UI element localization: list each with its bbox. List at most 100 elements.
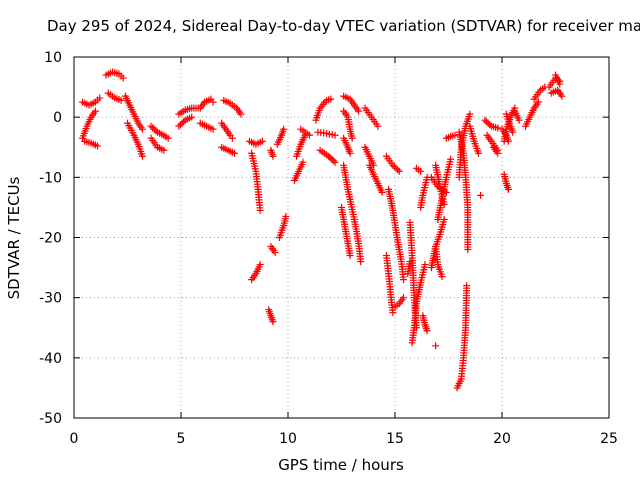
data-point	[556, 80, 564, 88]
data-point	[96, 94, 104, 102]
data-point	[228, 134, 236, 142]
y-tick-label: 0	[53, 110, 62, 126]
data-point	[328, 155, 336, 163]
data-point	[515, 116, 523, 124]
data-point	[374, 122, 382, 130]
data-point	[494, 146, 502, 154]
x-tick-label: 25	[600, 431, 618, 447]
x-tick-label: 15	[386, 431, 404, 447]
data-point	[152, 127, 160, 135]
y-tick-label: -30	[39, 291, 62, 307]
data-point	[331, 131, 339, 139]
data-point	[509, 128, 517, 136]
data-point	[138, 152, 146, 160]
data-point	[484, 119, 492, 127]
data-point	[494, 124, 502, 132]
data-point	[417, 167, 425, 175]
data-point	[389, 309, 397, 317]
data-points	[79, 68, 566, 392]
x-tick-label: 0	[70, 431, 79, 447]
data-point	[269, 152, 277, 160]
data-point	[164, 134, 172, 142]
data-point	[346, 252, 354, 260]
data-point	[149, 124, 157, 132]
data-point	[438, 273, 446, 281]
y-axis-label: SDTVAR / TECUs	[5, 176, 23, 299]
data-point	[421, 261, 429, 269]
y-tick-labels: 10 0 -10 -20 -30 -40 -50	[39, 50, 62, 427]
data-point	[558, 92, 566, 100]
y-tick-label: -50	[39, 411, 62, 427]
data-point	[464, 246, 472, 254]
data-point	[305, 131, 313, 139]
data-point	[271, 249, 279, 257]
x-axis-label: GPS time / hours	[278, 456, 404, 474]
x-tick-label: 5	[177, 431, 186, 447]
data-point	[209, 125, 217, 133]
data-point	[477, 191, 485, 199]
x-tick-label: 10	[279, 431, 297, 447]
data-point	[440, 215, 448, 223]
data-point	[188, 113, 196, 121]
y-tick-label: -10	[39, 170, 62, 186]
data-point	[178, 119, 186, 127]
data-point	[389, 161, 397, 169]
data-point	[138, 125, 146, 133]
data-point	[463, 282, 471, 290]
data-point	[209, 98, 217, 106]
data-point	[466, 110, 474, 118]
data-point	[117, 96, 125, 104]
data-point	[423, 327, 431, 335]
data-point	[504, 185, 512, 193]
data-point	[280, 125, 288, 133]
data-point	[355, 107, 363, 115]
y-tick-label: -20	[39, 231, 62, 247]
x-tick-labels: 0 5 10 15 20 25	[70, 431, 618, 447]
data-point	[390, 163, 398, 171]
data-point	[91, 107, 99, 115]
data-point	[400, 276, 408, 284]
data-point	[346, 149, 354, 157]
data-point	[237, 110, 245, 118]
data-point	[331, 158, 339, 166]
data-point	[327, 95, 335, 103]
data-point	[432, 342, 440, 350]
data-point	[482, 118, 490, 126]
y-tick-label: 10	[44, 50, 62, 66]
data-point	[447, 155, 455, 163]
data-point	[282, 212, 290, 220]
data-point	[256, 261, 264, 269]
data-point	[348, 134, 356, 142]
axis-ticks	[73, 56, 610, 419]
chart-title: Day 295 of 2024, Sidereal Day-to-day VTE…	[47, 17, 640, 35]
data-point	[400, 294, 408, 302]
data-point	[394, 166, 402, 174]
data-point	[534, 98, 542, 106]
data-point	[406, 258, 414, 266]
data-point	[94, 142, 102, 150]
data-point	[486, 121, 494, 129]
data-point	[175, 122, 183, 130]
data-point	[481, 116, 489, 124]
data-point	[147, 122, 155, 130]
data-point	[299, 158, 307, 166]
data-point	[119, 74, 127, 82]
data-point	[269, 318, 277, 326]
x-tick-label: 20	[493, 431, 511, 447]
data-point	[440, 200, 448, 208]
data-point	[392, 164, 400, 172]
data-point	[395, 167, 403, 175]
data-point	[150, 125, 158, 133]
data-point	[451, 131, 459, 139]
data-point	[160, 146, 168, 154]
data-point	[325, 152, 333, 160]
data-point	[378, 188, 386, 196]
data-point	[231, 149, 238, 157]
data-point	[256, 206, 264, 214]
data-point	[474, 149, 482, 157]
data-point	[258, 137, 266, 145]
data-point	[329, 157, 337, 165]
data-point	[326, 154, 334, 162]
y-tick-label: -40	[39, 351, 62, 367]
